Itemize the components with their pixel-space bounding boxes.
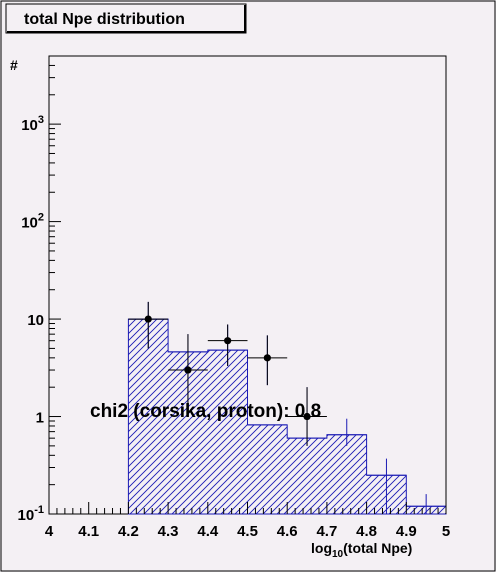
- y-axis: 10-1 1 10 102 103: [18, 55, 61, 524]
- x-tick-label: 5: [442, 523, 450, 540]
- y-tick-label: 10: [27, 312, 44, 329]
- data-point: [168, 334, 208, 406]
- x-axis: 4 4.1 4.2 4.3 4.4 4.5 4.6 4.7 4.8 4.9 5: [45, 502, 450, 540]
- marker: [303, 412, 311, 421]
- x-tick-label: 4.4: [197, 523, 219, 540]
- y-tick-label: 10-1: [18, 504, 44, 524]
- marker: [224, 337, 232, 345]
- x-tick-label: 4.5: [237, 523, 258, 540]
- x-tick-label: 4: [45, 523, 54, 540]
- y-tick-label: 1: [36, 410, 44, 427]
- x-tick-label: 4.9: [396, 523, 417, 540]
- data-point: [207, 324, 248, 366]
- chart-title: total Npe distribution: [24, 11, 185, 28]
- data-point: [128, 301, 169, 349]
- data-points: [128, 301, 427, 514]
- data-point: [247, 335, 288, 386]
- x-tick-label: 4.6: [277, 523, 298, 540]
- x-tick-label: 4.3: [158, 523, 179, 540]
- marker: [144, 315, 152, 323]
- x-tick-label: 4.8: [356, 523, 377, 540]
- x-tick-label: 4.2: [118, 523, 139, 540]
- x-axis-label: log10(total Npe): [311, 540, 412, 560]
- x-tick-label: 4.1: [78, 523, 99, 540]
- x-tick-label: 4.7: [316, 523, 337, 540]
- y-axis-label: #: [10, 57, 18, 73]
- data-point: [287, 387, 327, 446]
- marker: [263, 354, 271, 362]
- marker: [184, 366, 192, 374]
- chi2-annotation: chi2 (corsika, proton): 0.8: [90, 401, 321, 422]
- y-tick-label: 102: [21, 212, 44, 232]
- y-tick-label: 103: [21, 114, 44, 134]
- title-box: total Npe distribution: [5, 3, 247, 34]
